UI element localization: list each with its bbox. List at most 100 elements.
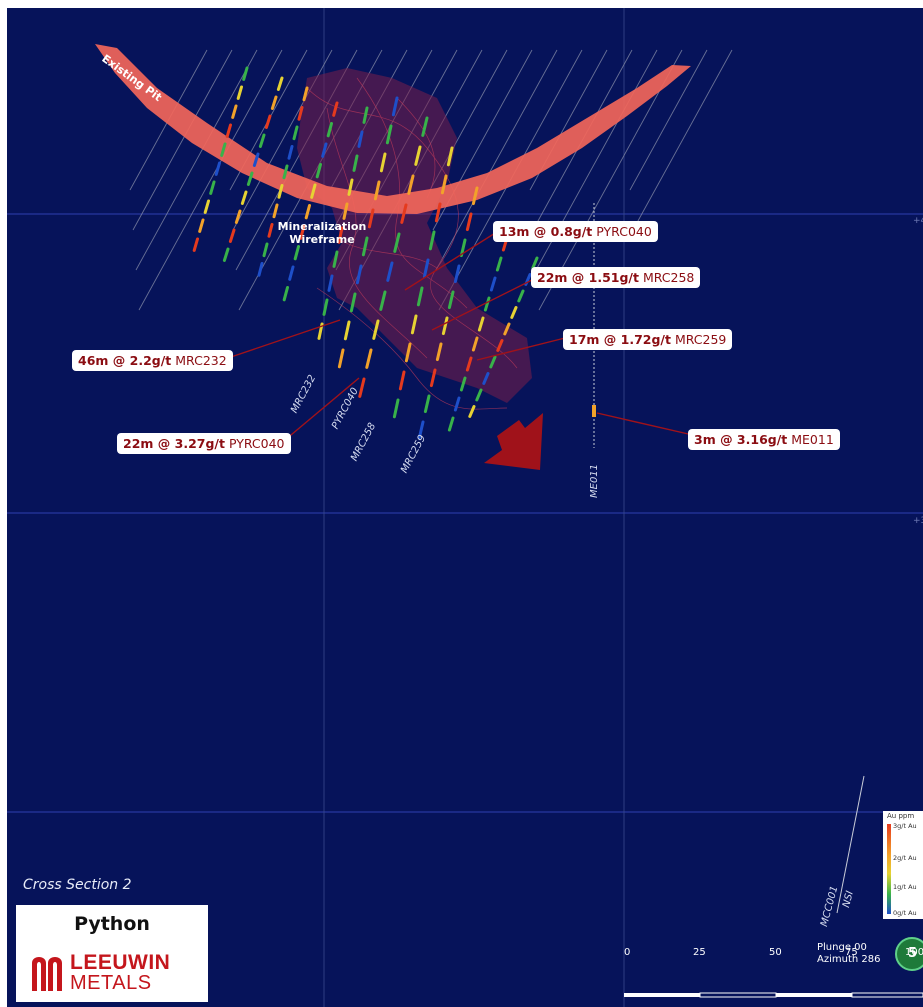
assay-segment [373,180,381,201]
drill-trace [132,49,233,231]
assay-segment [292,125,299,141]
assay-segment [349,292,357,313]
legend-tick-1: 1g/t Au [893,883,917,891]
assay-segment [258,133,266,148]
assay-segment [447,290,455,310]
assay-segment [379,152,387,173]
callout-pyrc040-upper: 13m @ 0.8g/t PYRC040 [493,221,658,242]
scale-tick-100: 100 [905,947,923,958]
assay-segment [465,212,473,232]
assay-segment [422,258,430,279]
legend-tick-2: 2g/t Au [893,854,917,862]
assay-segment [483,296,491,312]
leader-lines [227,229,698,441]
assay-segment [441,316,449,336]
assay-segment [407,174,415,195]
assay-segment [361,236,369,257]
assay-segment [343,320,351,341]
orientation-badge [896,938,923,970]
mineralization-wireframe [297,68,532,403]
assay-segment [447,416,455,432]
company-line2: METALS [70,972,152,994]
assay-segment [453,264,461,284]
drill-trace [135,49,258,271]
orientation-text: Plunge 00 Azimuth 286 [817,942,880,966]
assay-segment [198,218,205,233]
me011-intercept [592,405,596,417]
assay-segment [209,180,216,195]
rl-label-upper: +4 [913,216,923,226]
assay-segment [477,316,485,332]
assay-segment [365,348,373,369]
assay-segment [379,290,387,311]
cross-section-canvas: Existing Pit Mineralization Wireframe 13… [7,8,923,1007]
assay-segment [367,208,375,229]
assay-segment [297,106,304,121]
assay-segment [276,76,284,91]
assay-segment [203,199,210,214]
assay-segment [414,145,422,166]
au-legend: Au ppm 3g/t Au 2g/t Au 1g/t Au 0g/t Au [883,811,923,919]
wireframe-label: Mineralization Wireframe [277,220,367,246]
company-line1: LEEUWIN [70,951,171,974]
assay-segment [471,336,479,352]
mcc001-trace [836,775,865,914]
assay-segment [192,237,199,252]
assay-segment [282,164,289,180]
project-name: Python [74,913,150,935]
assay-segment [337,348,345,369]
assay-segment [385,124,393,145]
assay-segment [410,314,418,335]
assay-segment [257,262,264,277]
assay-segment [453,396,461,412]
assay-segment [531,256,539,270]
section-title: Cross Section 2 [23,877,132,893]
scale-bar [624,992,923,998]
assay-segment [435,342,443,362]
assay-segment [262,242,269,258]
assay-segment [220,142,227,157]
assay-segment [315,163,322,179]
legend-title: Au ppm [887,812,915,820]
assay-segment [231,104,238,119]
callout-mrc258: 22m @ 1.51g/t MRC258 [531,267,701,288]
assay-segment [287,145,294,160]
assay-segment [225,123,232,138]
assay-segment [400,203,408,224]
assay-segment [392,398,400,419]
wireframe-label-line2: Wireframe [289,233,355,246]
assay-segment [288,265,295,281]
assay-segment [352,154,359,172]
plunge-label: Plunge 00 [817,942,867,953]
assay-segment [440,174,448,195]
assay-segment [468,405,476,418]
assay-segment [277,184,284,199]
assay-segment [404,342,412,363]
assay-segment [355,264,363,285]
assay-segment [471,186,479,206]
wireframe-label-line1: Mineralization [277,220,367,233]
assay-segment [434,202,442,223]
assay-segment [252,152,260,167]
assay-segment [228,228,236,243]
assay-segment [393,232,401,253]
callout-pyrc040-lower: 22m @ 3.27g/t PYRC040 [117,433,291,454]
assay-segment [222,247,230,262]
scale-tick-0: 0 [624,947,631,958]
assay-segment [322,298,329,316]
assay-segment [264,114,272,129]
assay-segment [372,319,380,340]
assay-segment [489,355,497,369]
assay-segment [482,372,490,385]
assay-segment [358,377,366,398]
assay-segment [446,146,454,167]
assay-segment [240,190,248,205]
assay-segment [332,101,339,117]
assay-segment [214,161,221,176]
assay-segment [417,420,425,440]
grid [7,213,923,813]
legend-tick-3: 3g/t Au [893,822,917,830]
assay-segment [495,256,503,272]
scale-tick-75: 75 [845,947,858,958]
assay-segment [321,142,328,158]
